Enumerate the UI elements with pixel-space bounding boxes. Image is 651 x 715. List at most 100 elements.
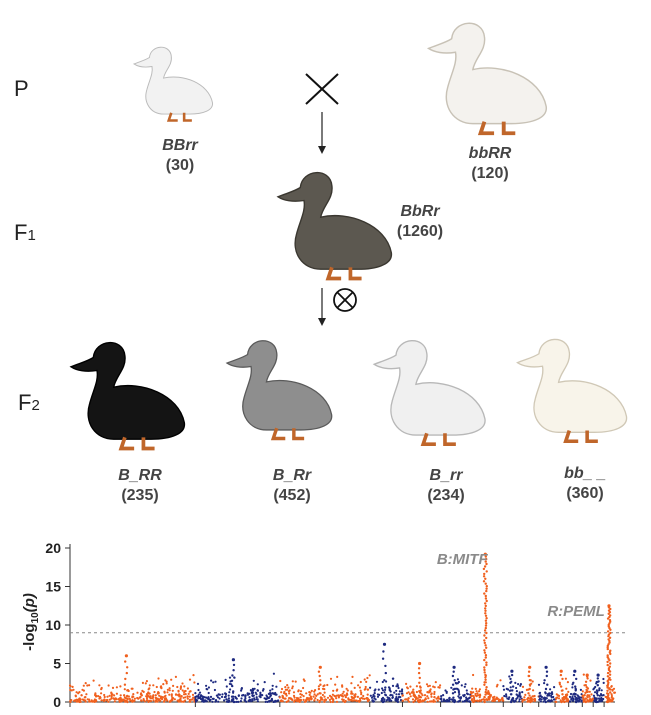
snp-point xyxy=(561,689,564,692)
snp-point xyxy=(132,693,135,696)
snp-point xyxy=(100,686,103,690)
snp-point xyxy=(486,692,489,695)
snp-point xyxy=(113,700,116,703)
snp-point xyxy=(390,699,393,702)
snp-point xyxy=(540,698,543,701)
snp-point xyxy=(216,696,220,699)
snp-point xyxy=(71,685,74,688)
snp-point xyxy=(103,695,106,699)
snp-point xyxy=(145,697,149,700)
snp-point xyxy=(381,680,384,684)
snp-point xyxy=(529,696,533,699)
snp-point xyxy=(321,687,325,690)
snp-point xyxy=(483,700,486,704)
snp-point xyxy=(264,700,267,703)
snp-point xyxy=(546,693,550,696)
snp-point xyxy=(259,696,262,699)
snp-point xyxy=(330,695,333,698)
snp-point xyxy=(217,700,220,703)
snp-point xyxy=(463,685,466,688)
snp-point xyxy=(485,585,488,588)
snp-point xyxy=(69,699,72,703)
snp-point xyxy=(269,689,272,692)
snp-point xyxy=(487,695,490,698)
snp-point xyxy=(505,695,508,698)
snp-point xyxy=(161,696,164,699)
snp-point xyxy=(154,694,157,697)
snp-point xyxy=(335,697,338,700)
snp-point xyxy=(395,693,398,696)
snp-point xyxy=(381,696,385,699)
snp-point xyxy=(106,698,109,702)
snp-point xyxy=(72,688,75,691)
cross-icon xyxy=(305,73,339,105)
snp-point xyxy=(335,689,338,692)
snp-point xyxy=(359,689,362,692)
snp-point xyxy=(210,679,213,682)
snp-point xyxy=(232,697,235,700)
snp-point xyxy=(382,650,385,653)
snp-point xyxy=(433,692,436,696)
snp-point xyxy=(215,694,218,697)
snp-point xyxy=(93,699,96,702)
snp-point xyxy=(241,694,244,697)
snp-point xyxy=(395,685,398,688)
snp-point xyxy=(574,687,577,690)
snp-point xyxy=(302,698,305,701)
snp-point xyxy=(533,697,537,700)
snp-point xyxy=(594,685,597,689)
snp-point xyxy=(278,696,281,699)
snp-point xyxy=(463,699,466,703)
snp-point xyxy=(82,699,86,702)
snp-point xyxy=(396,698,399,701)
snp-point xyxy=(457,688,460,691)
snp-point xyxy=(560,700,563,704)
snp-point xyxy=(331,693,334,696)
snp-point xyxy=(310,689,313,692)
snp-point xyxy=(472,691,475,694)
snp-point xyxy=(344,699,347,703)
snp-point xyxy=(598,687,601,690)
snp-point xyxy=(413,695,416,698)
snp-point xyxy=(115,686,118,689)
snp-point xyxy=(359,680,362,684)
snp-point xyxy=(484,656,487,659)
snp-point xyxy=(223,696,226,699)
snp-point xyxy=(384,688,387,691)
snp-point xyxy=(440,697,443,700)
snp-point xyxy=(384,664,387,668)
peak-point xyxy=(124,654,128,658)
snp-point xyxy=(385,680,388,683)
snp-point xyxy=(239,700,242,703)
snp-point xyxy=(316,698,319,702)
snp-point xyxy=(230,695,234,698)
snp-point xyxy=(286,688,289,691)
snp-point xyxy=(411,691,414,694)
snp-point xyxy=(177,693,180,696)
generation-label-f1: F1 xyxy=(14,220,36,245)
snp-point xyxy=(373,692,376,695)
snp-point xyxy=(610,685,613,688)
snp-point xyxy=(417,667,421,670)
count: (235) xyxy=(121,487,159,504)
snp-point xyxy=(378,693,381,696)
snp-point xyxy=(576,699,580,702)
snp-point xyxy=(388,687,391,690)
snp-point xyxy=(596,680,600,683)
snp-point xyxy=(341,698,344,701)
snp-point xyxy=(484,607,487,610)
snp-point xyxy=(191,698,194,701)
snp-point xyxy=(353,686,356,689)
duck-parent-bbrr xyxy=(132,45,215,123)
cross-diagram xyxy=(69,0,629,451)
y-tick-label: 15 xyxy=(45,579,61,595)
snp-point xyxy=(569,692,573,696)
genotype: B_Rr xyxy=(272,467,312,484)
snp-point xyxy=(280,691,283,694)
snp-point xyxy=(588,690,591,693)
snp-point xyxy=(199,697,203,701)
snp-point xyxy=(115,692,118,695)
snp-point xyxy=(484,602,487,605)
snp-point xyxy=(188,678,192,681)
snp-point xyxy=(521,700,524,703)
